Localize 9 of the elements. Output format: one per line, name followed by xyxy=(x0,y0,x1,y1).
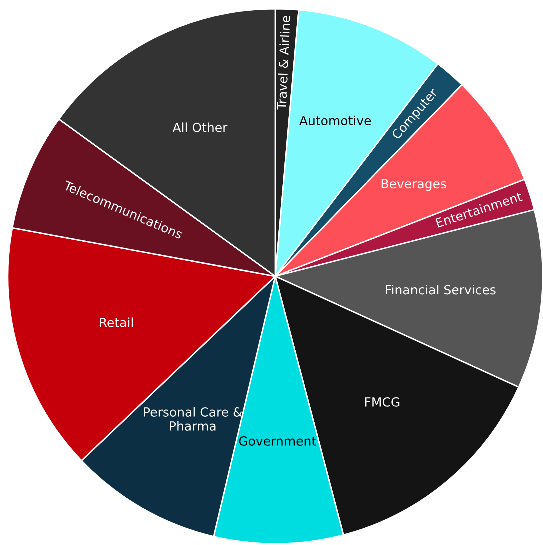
slice-label: Retail xyxy=(100,318,134,328)
slice-label: Government xyxy=(239,436,316,446)
slice-label: All Other xyxy=(172,122,228,132)
slice-label: FMCG xyxy=(365,397,400,407)
slice-label: Financial Services xyxy=(386,285,496,295)
slice-label: Personal Care & Pharma xyxy=(144,407,242,431)
slice-label: Travel & Airline xyxy=(276,16,291,110)
slice-label: Automotive xyxy=(300,116,372,126)
slice-label: Beverages xyxy=(382,179,446,192)
